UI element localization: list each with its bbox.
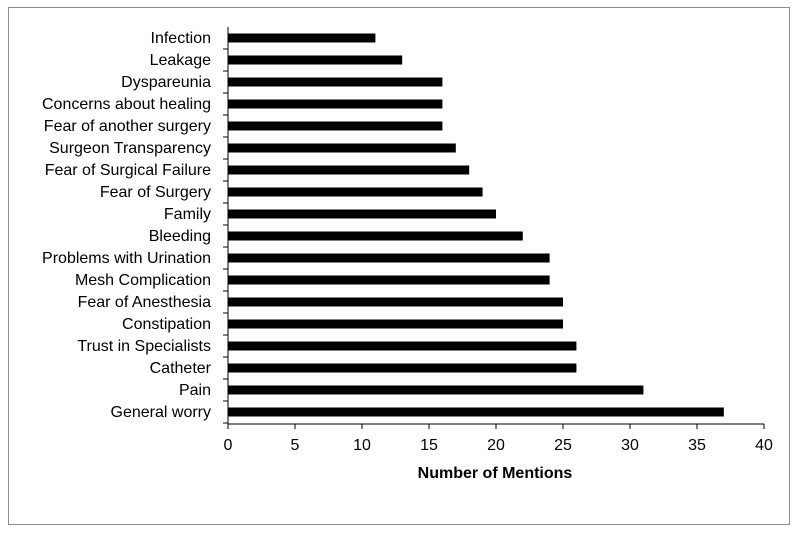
category-label: Catheter xyxy=(150,360,212,377)
category-label: Surgeon Transparency xyxy=(49,140,211,157)
bar xyxy=(228,165,470,175)
x-axis: 0 5 10 15 20 25 30 35 40 xyxy=(223,27,773,454)
category-label: Fear of Anesthesia xyxy=(78,294,212,311)
category-label: Trust in Specialists xyxy=(77,338,211,355)
bars-layer xyxy=(228,33,724,417)
category-label: Fear of Surgical Failure xyxy=(45,162,211,179)
bar xyxy=(228,33,376,43)
category-labels: Infection Leakage Dyspareunia Concerns abou… xyxy=(42,30,212,421)
bar xyxy=(228,407,724,417)
category-label: Concerns about healing xyxy=(42,96,211,113)
bar xyxy=(228,121,443,131)
bar xyxy=(228,55,403,65)
bar xyxy=(228,297,563,307)
bar xyxy=(228,77,443,87)
bar xyxy=(228,99,443,109)
x-tick-label: 35 xyxy=(688,437,706,454)
bar xyxy=(228,385,644,395)
category-label: Family xyxy=(164,206,211,223)
category-label: Pain xyxy=(179,382,211,399)
x-tick-label: 0 xyxy=(224,437,233,454)
x-tick-label: 40 xyxy=(755,437,773,454)
x-tick-label: 30 xyxy=(621,437,639,454)
category-label: Leakage xyxy=(150,52,211,69)
category-label: Dyspareunia xyxy=(121,74,211,91)
x-tick-label: 25 xyxy=(554,437,572,454)
category-label: Mesh Complication xyxy=(75,272,211,289)
bar xyxy=(228,363,577,373)
category-label: Fear of another surgery xyxy=(44,118,211,135)
bar xyxy=(228,275,550,285)
bar xyxy=(228,319,563,329)
chart-frame xyxy=(8,7,790,525)
category-label: Constipation xyxy=(122,316,211,333)
category-label: General worry xyxy=(111,404,211,421)
x-tick-label: 15 xyxy=(420,437,438,454)
category-label: Bleeding xyxy=(149,228,211,245)
x-axis-title: Number of Mentions xyxy=(418,465,573,482)
category-label: Problems with Urination xyxy=(42,250,211,267)
bar xyxy=(228,341,577,351)
bar xyxy=(228,231,523,241)
category-label: Infection xyxy=(151,30,211,47)
bar xyxy=(228,253,550,263)
bar xyxy=(228,209,496,219)
x-tick-label: 5 xyxy=(291,437,300,454)
x-tick-label: 10 xyxy=(353,437,371,454)
bar xyxy=(228,143,456,153)
x-tick-label: 20 xyxy=(487,437,505,454)
bar xyxy=(228,187,483,197)
category-label: Fear of Surgery xyxy=(100,184,211,201)
